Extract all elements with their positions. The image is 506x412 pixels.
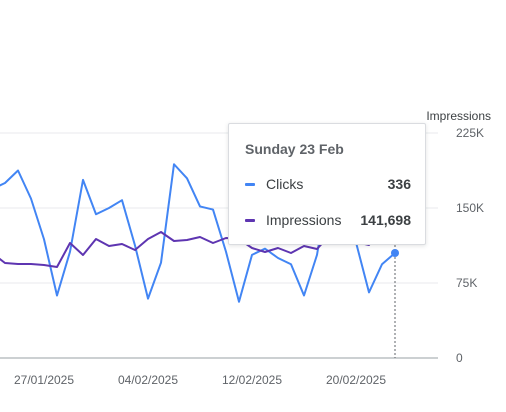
y-tick-label: 150K — [456, 201, 484, 215]
right-axis-labels: 0 75K 150K 225K — [456, 126, 484, 365]
y-tick-label: 225K — [456, 126, 484, 140]
x-tick-label: 12/02/2025 — [222, 373, 282, 387]
y-tick-label: 0 — [456, 351, 463, 365]
x-tick-label: 27/01/2025 — [14, 373, 74, 387]
x-tick-label: 20/02/2025 — [326, 373, 386, 387]
right-axis-title: Impressions — [426, 109, 491, 123]
chart-tooltip: Sunday 23 Feb Clicks 336 Impressions 141… — [228, 123, 426, 245]
tooltip-row-clicks: Clicks 336 — [245, 175, 411, 193]
tooltip-row-impressions: Impressions 141,698 — [245, 211, 411, 229]
x-tick-label: 04/02/2025 — [118, 373, 178, 387]
tooltip-clicks-label: Clicks — [266, 176, 304, 192]
x-axis-labels: 2527/01/202504/02/202512/02/202520/02/20… — [14, 373, 386, 387]
tooltip-impressions-label: Impressions — [266, 212, 342, 228]
tooltip-clicks-value: 336 — [387, 176, 411, 192]
impressions-swatch — [245, 218, 255, 222]
y-tick-label: 75K — [456, 276, 477, 290]
clicks-point[interactable] — [391, 249, 399, 257]
tooltip-date: Sunday 23 Feb — [245, 141, 344, 157]
clicks-swatch — [245, 182, 255, 186]
tooltip-impressions-value: 141,698 — [360, 212, 411, 228]
